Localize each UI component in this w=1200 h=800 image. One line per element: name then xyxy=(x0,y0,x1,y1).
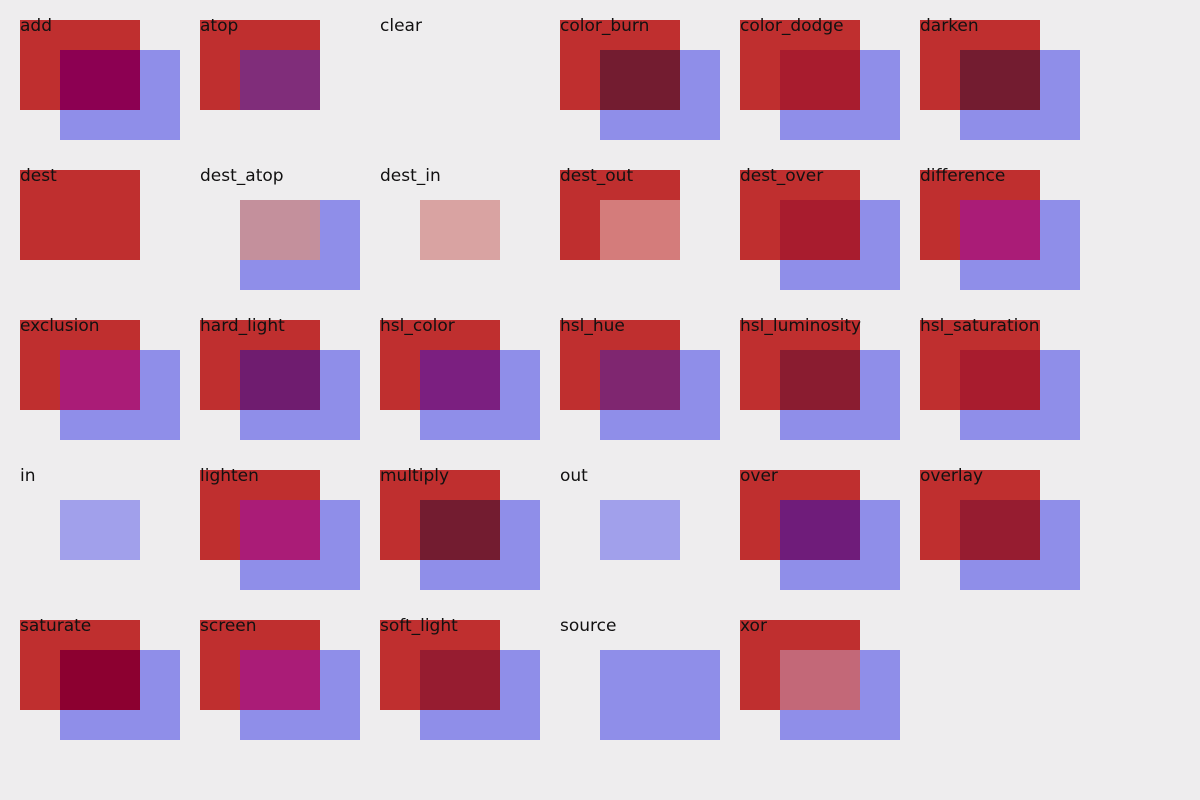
blend-cell-over: over xyxy=(740,466,920,620)
blend-mode-label: source xyxy=(560,616,617,636)
blend-cell-hard-light: hard_light xyxy=(200,316,380,470)
blend-cell-difference: difference xyxy=(920,166,1100,320)
blend-cell-dest: dest xyxy=(20,166,200,320)
overlap-region xyxy=(60,650,140,710)
blend-cell-hsl-hue: hsl_hue xyxy=(560,316,740,470)
blend-mode-label: overlay xyxy=(920,466,984,486)
overlap-region xyxy=(600,50,680,110)
blend-mode-label: over xyxy=(740,466,778,486)
blend-mode-label: color_burn xyxy=(560,16,650,36)
overlap-region xyxy=(960,350,1040,410)
blend-cell-color-dodge: color_dodge xyxy=(740,16,920,170)
blend-mode-label: dest xyxy=(20,166,57,186)
blend-cell-multiply: multiply xyxy=(380,466,560,620)
overlap-region xyxy=(600,350,680,410)
blend-cell-out: out xyxy=(560,466,740,620)
blend-cell-dest-over: dest_over xyxy=(740,166,920,320)
overlap-region xyxy=(240,650,320,710)
blend-cell-dest-in: dest_in xyxy=(380,166,560,320)
blend-cell-hsl-color: hsl_color xyxy=(380,316,560,470)
blend-mode-label: atop xyxy=(200,16,239,36)
blend-cell-dest-atop: dest_atop xyxy=(200,166,380,320)
blend-mode-label: add xyxy=(20,16,52,36)
blend-cell-add: add xyxy=(20,16,200,170)
overlap-region xyxy=(240,50,320,110)
blend-cell-soft-light: soft_light xyxy=(380,616,560,770)
blend-mode-label: hard_light xyxy=(200,316,285,336)
blend-cell-exclusion: exclusion xyxy=(20,316,200,470)
overlap-region xyxy=(600,500,680,560)
blend-mode-label: multiply xyxy=(380,466,450,486)
blend-cell-atop: atop xyxy=(200,16,380,170)
blend-mode-label: in xyxy=(20,466,36,486)
blend-mode-label: clear xyxy=(380,16,422,36)
overlap-region xyxy=(60,500,140,560)
overlap-region xyxy=(960,500,1040,560)
blend-mode-label: hsl_color xyxy=(380,316,455,336)
overlap-region xyxy=(420,650,500,710)
blend-mode-label: lighten xyxy=(200,466,259,486)
blend-mode-label: screen xyxy=(200,616,257,636)
overlap-region xyxy=(780,650,860,710)
blend-mode-label: color_dodge xyxy=(740,16,844,36)
blend-mode-label: out xyxy=(560,466,588,486)
source-rect xyxy=(20,170,140,260)
blend-mode-label: soft_light xyxy=(380,616,458,636)
blend-mode-label: hsl_hue xyxy=(560,316,625,336)
blend-cell-darken: darken xyxy=(920,16,1100,170)
overlap-region xyxy=(240,350,320,410)
blend-mode-label: dest_in xyxy=(380,166,441,186)
overlap-region xyxy=(780,500,860,560)
blend-mode-label: xor xyxy=(740,616,767,636)
overlap-region xyxy=(240,200,320,260)
blend-cell-screen: screen xyxy=(200,616,380,770)
blend-mode-label: saturate xyxy=(20,616,92,636)
blend-cell-saturate: saturate xyxy=(20,616,200,770)
blend-mode-label: exclusion xyxy=(20,316,100,336)
overlap-region xyxy=(960,200,1040,260)
blend-cell-clear: clear xyxy=(380,16,560,170)
overlap-region xyxy=(60,50,140,110)
blend-mode-label: dest_over xyxy=(740,166,824,186)
blend-cell-lighten: lighten xyxy=(200,466,380,620)
blend-cell-in: in xyxy=(20,466,200,620)
overlap-region xyxy=(780,200,860,260)
overlap-region xyxy=(780,50,860,110)
blend-mode-label: difference xyxy=(920,166,1006,186)
blend-cell-hsl-saturation: hsl_saturation xyxy=(920,316,1100,470)
overlap-region xyxy=(780,350,860,410)
blend-mode-label: hsl_luminosity xyxy=(740,316,862,336)
overlap-region xyxy=(420,200,500,260)
overlap-region xyxy=(960,50,1040,110)
blend-mode-label: hsl_saturation xyxy=(920,316,1040,336)
overlap-region xyxy=(240,500,320,560)
overlap-region xyxy=(420,500,500,560)
blend-mode-label: dest_out xyxy=(560,166,634,186)
blend-cell-overlay: overlay xyxy=(920,466,1100,620)
blend-cell-hsl-luminosity: hsl_luminosity xyxy=(740,316,920,470)
blend-cell-dest-out: dest_out xyxy=(560,166,740,320)
blend-mode-label: darken xyxy=(920,16,979,36)
blend-cell-source: source xyxy=(560,616,740,770)
blend-mode-label: dest_atop xyxy=(200,166,284,186)
blend-cell-color-burn: color_burn xyxy=(560,16,740,170)
overlap-region xyxy=(420,350,500,410)
blend-cell-xor: xor xyxy=(740,616,920,770)
overlap-region xyxy=(60,350,140,410)
destination-rect xyxy=(600,650,720,740)
overlap-region xyxy=(600,200,680,260)
